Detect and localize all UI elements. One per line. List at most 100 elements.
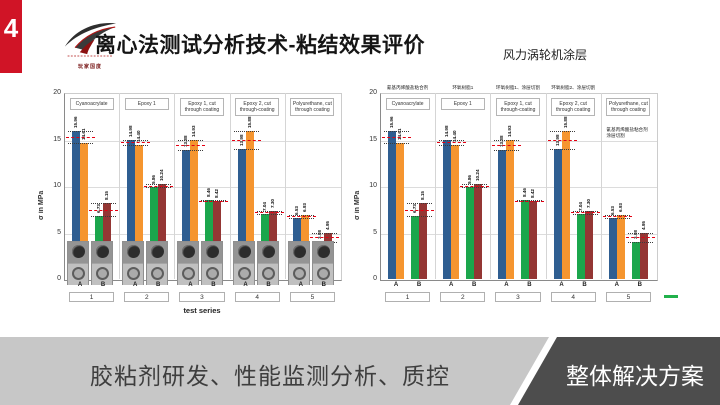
- bounds-line: [256, 213, 282, 215]
- bar-value-label: 4.95: [324, 221, 330, 230]
- group-column: 环氧树脂1、涂层切割 Epoxy 1, cut through-coating 13…: [490, 85, 547, 279]
- sub-label-a: A: [133, 282, 138, 288]
- specimen-photo-bottom: [233, 263, 254, 285]
- specimen-photo-bottom: [68, 263, 88, 285]
- bar-value-label: 10.24: [475, 169, 481, 181]
- group-header: Epoxy 2, cut through-coating: [235, 98, 280, 116]
- bar: [639, 232, 648, 279]
- bar-value-label: 9.86: [151, 175, 157, 185]
- bar: [506, 140, 515, 279]
- bounds-line: [146, 187, 172, 189]
- mean-line: [515, 200, 545, 202]
- specimen-bond-mark: [292, 267, 306, 280]
- bar-value-label: 9.86: [467, 175, 473, 185]
- group-column: 环氧树脂1 Epoxy 1 14.98 14.40 9.86 10.24: [435, 85, 492, 279]
- mean-line: [625, 237, 655, 239]
- group-number-box: 5: [289, 292, 335, 302]
- group-header: Polyurethane, cut through coating: [290, 98, 335, 116]
- bar: [127, 139, 136, 279]
- bounds-line: [462, 187, 488, 189]
- y-tick-label: 5: [373, 228, 377, 236]
- group-note-cn: 氰基丙烯酸盐粘合剂 涂层切割: [606, 127, 648, 138]
- specimen-photo-top: [202, 242, 223, 263]
- bar-value-label: 8.15: [420, 191, 425, 201]
- specimen-photo: [146, 241, 169, 285]
- specimen-cylinder: [96, 245, 109, 258]
- bar: [529, 200, 538, 279]
- bounds-line: [178, 149, 204, 151]
- bounds-line: [178, 140, 204, 142]
- rog-eye-logo-icon: [64, 23, 117, 57]
- sub-label-b: B: [582, 282, 587, 288]
- mean-line: [176, 145, 206, 147]
- slide-title: 离心法测试分析技术-粘结效果评价: [95, 34, 425, 57]
- group-header: Polyurethane, cut through coating: [606, 98, 651, 116]
- bounds-line: [439, 139, 465, 141]
- bar-value-label: 15.88: [246, 116, 252, 129]
- specimen-photo: [67, 241, 89, 285]
- group-number-box: 3: [495, 292, 541, 302]
- specimen-photo: [201, 241, 224, 285]
- bounds-line: [604, 214, 630, 216]
- group-number-box: 4: [550, 292, 596, 302]
- specimen-photo: [177, 241, 200, 285]
- bar-value-label: 7.04: [261, 201, 267, 211]
- group-number-box: 1: [69, 292, 115, 302]
- bar: [411, 216, 419, 279]
- group-header: Epoxy 1: [124, 98, 169, 110]
- bar-value-label: 8.42: [214, 188, 220, 198]
- bar-value-label: 3.98: [316, 230, 322, 239]
- bounds-line: [91, 203, 116, 205]
- bar: [419, 203, 427, 279]
- bar-value-label: 6.93: [617, 202, 623, 212]
- mean-line: [309, 237, 339, 239]
- bar: [466, 187, 475, 279]
- group-header: Epoxy 1: [440, 98, 485, 110]
- specimen-photo-bottom: [92, 263, 112, 285]
- group-column: 氰基丙烯酸盐粘合剂 Cyanoacrylate 15.96 14.61 6.73 8.15: [380, 85, 437, 279]
- bar-value-label: 14.98: [128, 125, 134, 137]
- sub-label-a: A: [504, 282, 509, 288]
- specimen-photo: [91, 241, 113, 285]
- specimen-photo: [311, 241, 334, 285]
- bar-value-label: 7.30: [585, 199, 591, 209]
- mean-line: [121, 142, 151, 144]
- specimen-photo-top: [178, 242, 199, 263]
- bounds-line: [572, 211, 598, 213]
- bounds-line: [288, 214, 314, 216]
- bar-value-label: 4.95: [640, 221, 646, 230]
- group-label-cn: 氰基丙烯酸盐粘合剂: [386, 85, 429, 90]
- bar-value-label: 6.93: [301, 202, 307, 212]
- specimen-bond-mark: [72, 267, 85, 280]
- specimen-bond-mark: [261, 267, 275, 280]
- bounds-line: [68, 143, 93, 145]
- bar: [72, 130, 80, 279]
- y-tick-label: 10: [53, 182, 61, 189]
- sub-label-b: B: [211, 282, 216, 288]
- gridline: [381, 187, 657, 188]
- bar-value-label: 14.93: [191, 125, 197, 138]
- y-tick-label: 5: [57, 228, 61, 236]
- bounds-line: [439, 145, 465, 147]
- bar: [245, 131, 254, 279]
- specimen-cylinder: [237, 245, 251, 258]
- group-number-box: 2: [440, 292, 486, 302]
- mean-line: [547, 140, 577, 142]
- bar: [150, 187, 159, 279]
- bar: [190, 140, 199, 279]
- y-axis-label: σ in MPa: [38, 190, 45, 220]
- bar-value-label: 6.53: [609, 206, 615, 216]
- specimen-photo-bottom: [288, 263, 309, 285]
- mean-line: [89, 209, 118, 211]
- mean-line: [460, 185, 490, 187]
- specimen-bond-mark: [237, 267, 251, 280]
- specimen-photo-bottom: [257, 263, 278, 285]
- group-header: Epoxy 2, cut through coating: [551, 98, 596, 116]
- y-tick-label: 20: [369, 89, 377, 96]
- specimen-cylinder: [316, 245, 330, 258]
- bounds-line: [494, 149, 520, 151]
- bar: [451, 145, 460, 279]
- y-tick-label: 0: [373, 275, 377, 282]
- bounds-line: [146, 183, 172, 185]
